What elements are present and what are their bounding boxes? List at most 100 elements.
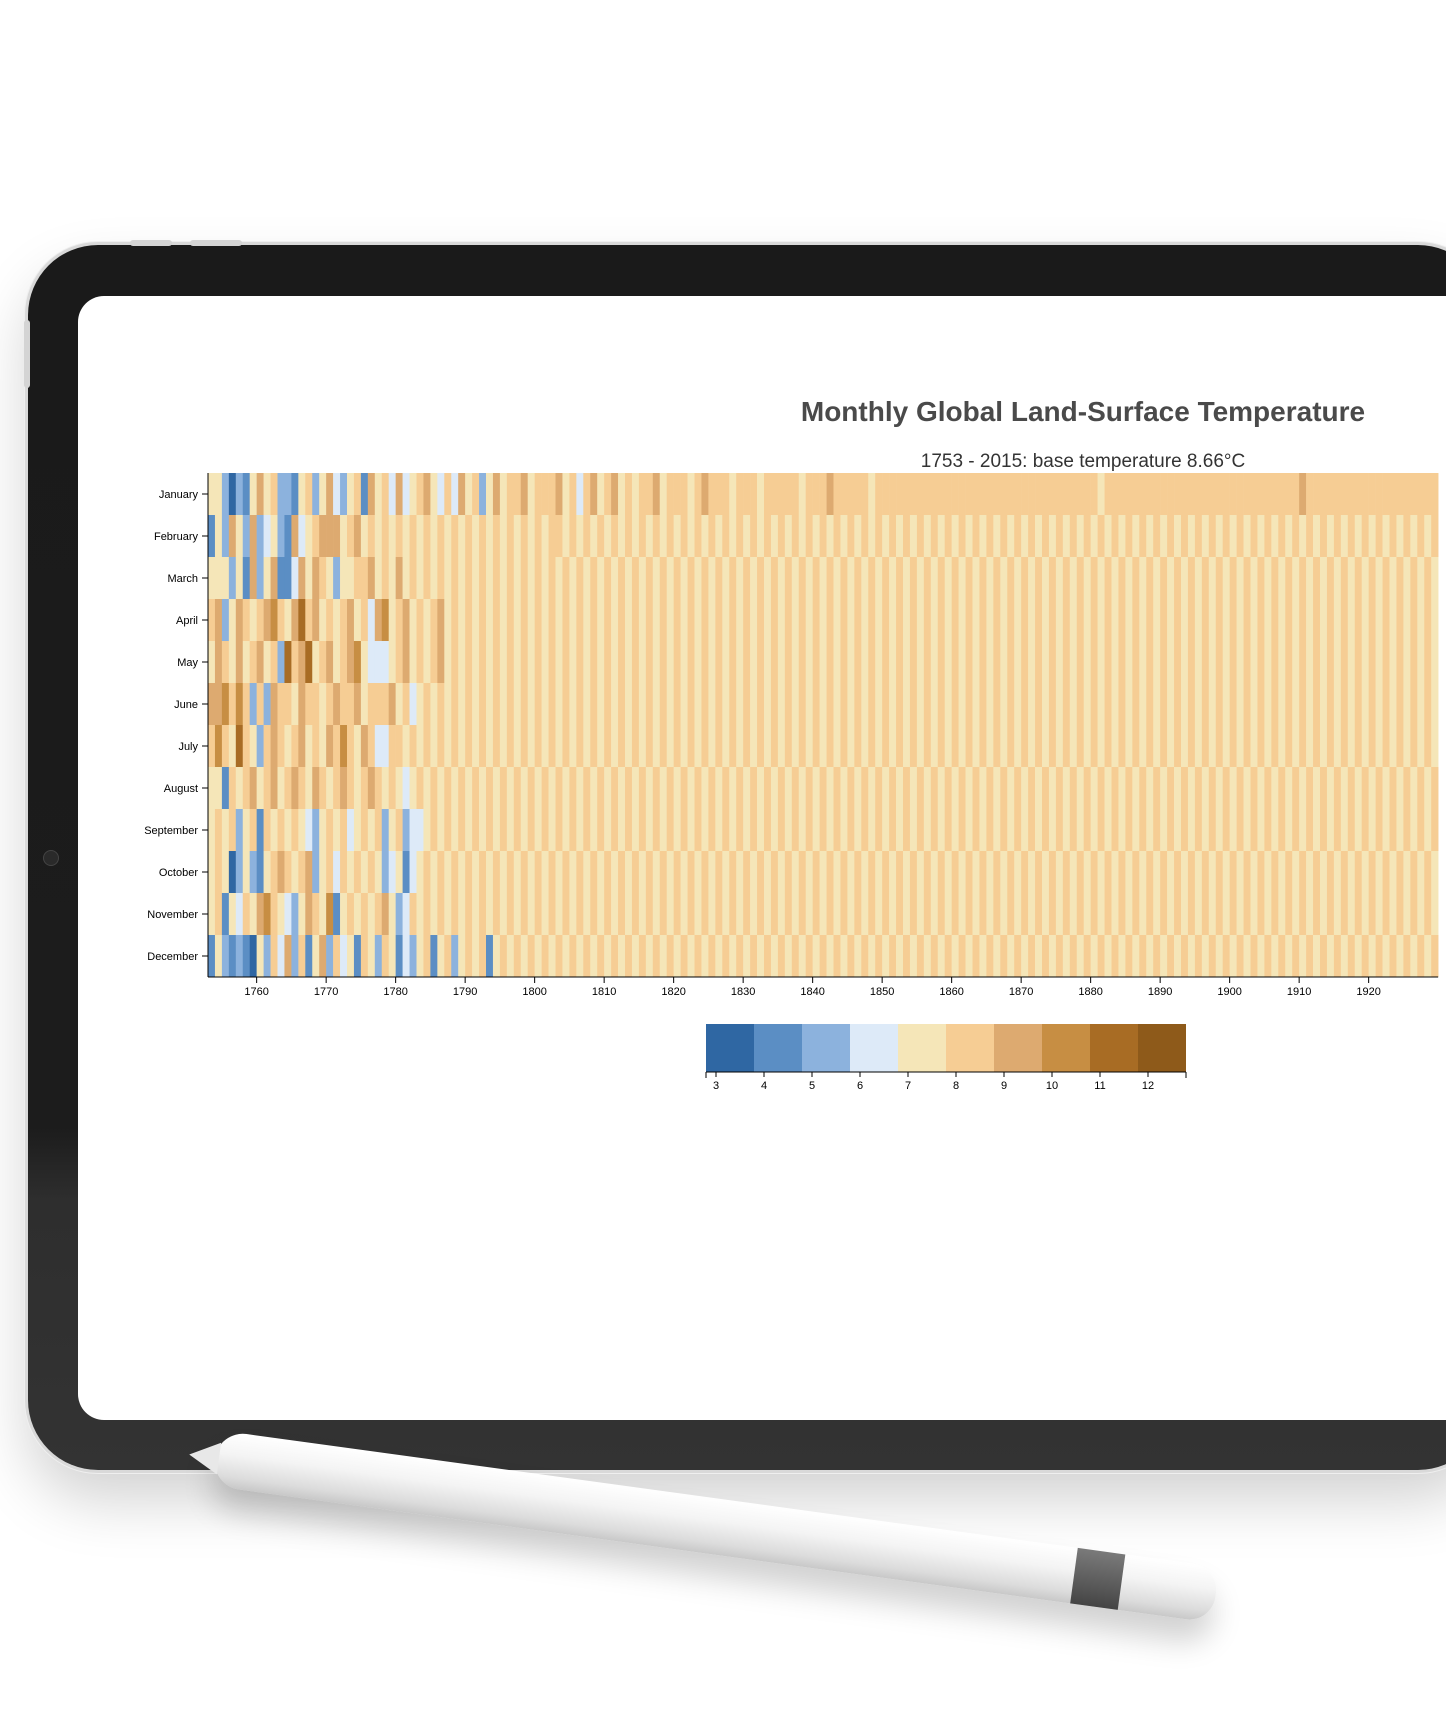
heat-cell — [214, 557, 223, 599]
heat-cell — [930, 725, 939, 767]
heat-cell — [256, 557, 264, 599]
heat-cell — [221, 683, 230, 725]
heat-cell — [305, 767, 313, 809]
heat-cell — [784, 851, 793, 893]
heat-cell — [472, 809, 480, 851]
heat-cell — [875, 725, 883, 767]
heat-cell — [1090, 851, 1098, 893]
heat-cell — [1278, 725, 1286, 767]
heat-cell — [1014, 473, 1022, 515]
heat-cell — [1417, 725, 1425, 767]
heat-cell — [214, 809, 223, 851]
heat-cell — [1285, 473, 1293, 515]
heat-cell — [1292, 725, 1300, 767]
heat-cell — [291, 851, 299, 893]
heat-cell — [353, 641, 362, 683]
heat-cell — [847, 641, 855, 683]
heat-cell — [965, 767, 973, 809]
heat-cell — [256, 935, 264, 977]
heat-cell — [868, 935, 876, 977]
heat-cell — [520, 893, 528, 935]
heat-cell — [937, 515, 945, 557]
heat-cell — [875, 599, 883, 641]
heat-cell — [221, 767, 230, 809]
heat-cell — [576, 641, 584, 683]
heat-cell — [1104, 851, 1112, 893]
heat-cell — [618, 557, 626, 599]
heat-cell — [1048, 641, 1057, 683]
heat-cell — [312, 515, 320, 557]
heat-cell — [569, 683, 577, 725]
heat-cell — [666, 809, 674, 851]
heat-cell — [1326, 557, 1335, 599]
heat-cell — [1340, 683, 1349, 725]
heat-cell — [625, 767, 633, 809]
heat-cell — [1111, 809, 1119, 851]
heat-cell — [930, 851, 939, 893]
heat-cell — [1410, 683, 1418, 725]
heat-cell — [513, 473, 522, 515]
heat-cell — [555, 767, 563, 809]
heat-cell — [1333, 683, 1342, 725]
heat-cell — [652, 683, 661, 725]
heat-cell — [1042, 725, 1050, 767]
heat-cell — [444, 473, 452, 515]
heat-cell — [1292, 809, 1300, 851]
heat-cell — [583, 515, 591, 557]
heat-cell — [395, 557, 403, 599]
heat-cell — [791, 599, 800, 641]
heat-cell — [715, 641, 723, 683]
heat-cell — [909, 935, 918, 977]
y-tick-label: September — [144, 825, 198, 837]
heat-cell — [812, 725, 820, 767]
heat-cell — [437, 599, 445, 641]
heat-cell — [638, 809, 647, 851]
heat-cell — [555, 557, 563, 599]
heat-cell — [1042, 767, 1050, 809]
heat-cell — [625, 809, 633, 851]
heat-cell — [986, 935, 994, 977]
heat-cell — [951, 767, 959, 809]
heat-cell — [965, 641, 973, 683]
heat-cell — [1250, 851, 1258, 893]
heat-cell — [1326, 725, 1335, 767]
heat-cell — [492, 893, 501, 935]
heat-cell — [312, 599, 320, 641]
heat-cell — [1222, 473, 1230, 515]
heat-cell — [513, 851, 522, 893]
heat-cell — [1146, 473, 1154, 515]
heat-cell — [1111, 557, 1119, 599]
heat-cell — [1083, 851, 1091, 893]
heat-cell — [451, 683, 459, 725]
heat-cell — [604, 599, 612, 641]
heat-cell — [228, 515, 237, 557]
heat-cell — [208, 725, 216, 767]
heat-cell — [583, 641, 591, 683]
heat-cell — [256, 683, 264, 725]
heat-cell — [875, 473, 883, 515]
heat-cell — [1090, 809, 1098, 851]
heat-cell — [277, 641, 285, 683]
heat-cell — [965, 557, 973, 599]
heat-cell — [333, 515, 341, 557]
heat-cell — [1042, 683, 1050, 725]
heat-cell — [736, 935, 744, 977]
heat-cell — [1174, 851, 1182, 893]
x-tick-label: 1920 — [1356, 986, 1380, 998]
heat-cell — [1076, 851, 1084, 893]
heat-cell — [1361, 935, 1369, 977]
heat-cell — [562, 851, 570, 893]
heat-cell — [882, 599, 890, 641]
heat-cell — [708, 641, 716, 683]
heat-cell — [909, 851, 918, 893]
heat-cell — [555, 809, 563, 851]
heat-cell — [631, 641, 640, 683]
heat-cell — [805, 893, 813, 935]
heat-cell — [694, 893, 702, 935]
heat-cell — [1042, 851, 1050, 893]
heat-cell — [1028, 515, 1036, 557]
heat-cell — [1264, 851, 1272, 893]
heat-cell — [555, 935, 563, 977]
heat-cell — [951, 473, 959, 515]
pencil-band — [1070, 1547, 1126, 1610]
